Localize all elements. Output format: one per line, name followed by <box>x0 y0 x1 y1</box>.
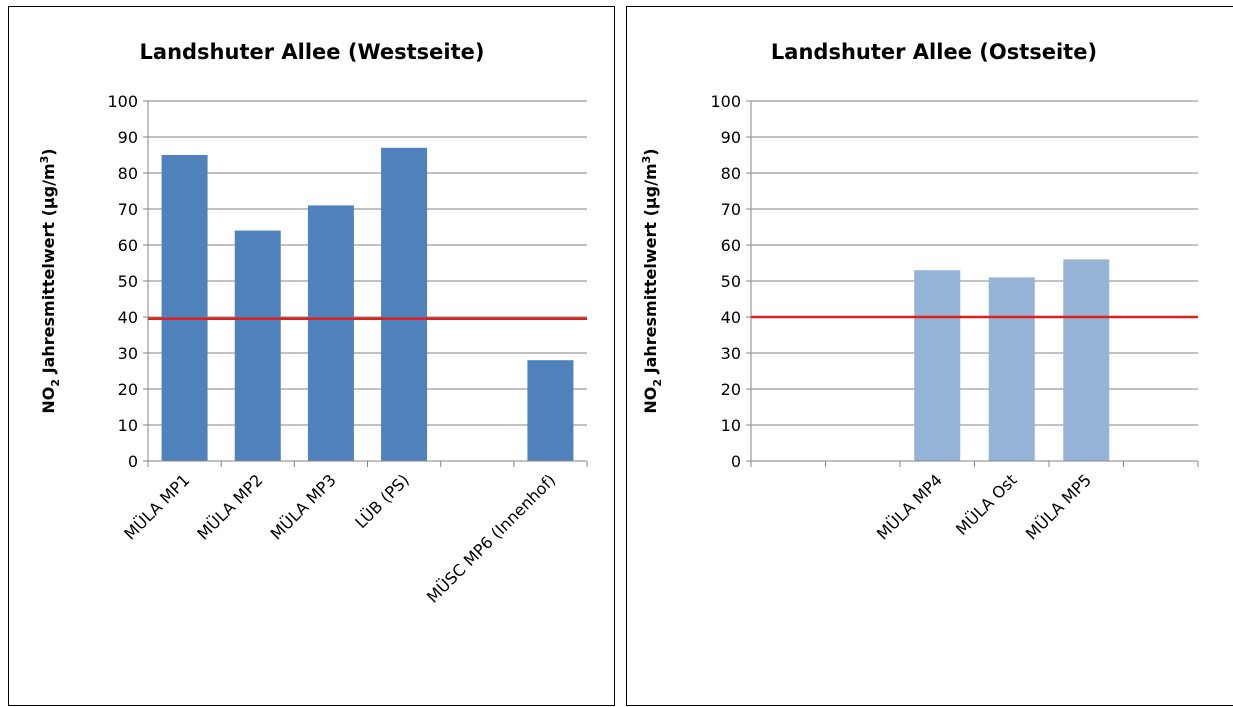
bar <box>381 147 428 462</box>
x-tick-label: LÜB (PS) <box>351 470 413 532</box>
y-tick-label: 90 <box>118 128 138 147</box>
y-tick-label: 0 <box>128 452 138 471</box>
y-tick-label: 60 <box>721 236 741 255</box>
chart-title: Landshuter Allee (Ostseite) <box>771 40 1097 64</box>
bar <box>234 230 281 461</box>
y-tick-label: 80 <box>118 164 138 183</box>
x-tick-label: MÜLA MP1 <box>120 470 193 543</box>
y-tick-label: 70 <box>721 200 741 219</box>
y-tick-label: 30 <box>721 344 741 363</box>
x-tick-label: MÜLA MP3 <box>267 470 340 543</box>
y-tick-label: 40 <box>721 308 741 327</box>
x-tick-label: MÜLA MP4 <box>873 470 946 543</box>
bar <box>914 270 961 461</box>
bar <box>527 360 574 461</box>
x-tick-label: MÜLA Ost <box>952 470 1021 539</box>
y-tick-label: 20 <box>721 380 741 399</box>
chart-westseite: Landshuter Allee (Westseite) NO2 Jahresmi… <box>38 40 588 607</box>
y-tick-label: 100 <box>107 92 138 111</box>
chart-panel-westseite: Landshuter Allee (Westseite) NO2 Jahresmi… <box>8 6 615 706</box>
x-tick-label: MÜLA MP5 <box>1022 470 1095 543</box>
y-tick-label: 60 <box>118 236 138 255</box>
x-tick-label: MÜLA MP2 <box>193 470 266 543</box>
chart-title: Landshuter Allee (Westseite) <box>140 40 485 64</box>
bar <box>1063 259 1110 461</box>
y-axis-label: NO2 Jahresmittelwert (µg/m3) <box>38 148 62 413</box>
y-axis-label: NO2 Jahresmittelwert (µg/m3) <box>640 148 664 413</box>
chart-panel-ostseite: Landshuter Allee (Ostseite) NO2 Jahresmit… <box>626 6 1233 706</box>
bar <box>161 155 208 461</box>
chart-ostseite: Landshuter Allee (Ostseite) NO2 Jahresmit… <box>640 40 1199 544</box>
y-tick-label: 30 <box>118 344 138 363</box>
y-tick-label: 90 <box>721 128 741 147</box>
y-tick-label: 10 <box>118 416 138 435</box>
x-tick-label: MÜSC MP6 (Innenhof) <box>423 470 559 606</box>
bar <box>988 277 1035 461</box>
y-tick-label: 50 <box>721 272 741 291</box>
y-tick-label: 0 <box>731 452 741 471</box>
y-tick-label: 40 <box>118 308 138 327</box>
y-tick-label: 100 <box>710 92 741 111</box>
y-tick-label: 50 <box>118 272 138 291</box>
y-tick-label: 80 <box>721 164 741 183</box>
y-tick-label: 10 <box>721 416 741 435</box>
y-tick-label: 20 <box>118 380 138 399</box>
y-tick-label: 70 <box>118 200 138 219</box>
bar <box>307 205 354 461</box>
